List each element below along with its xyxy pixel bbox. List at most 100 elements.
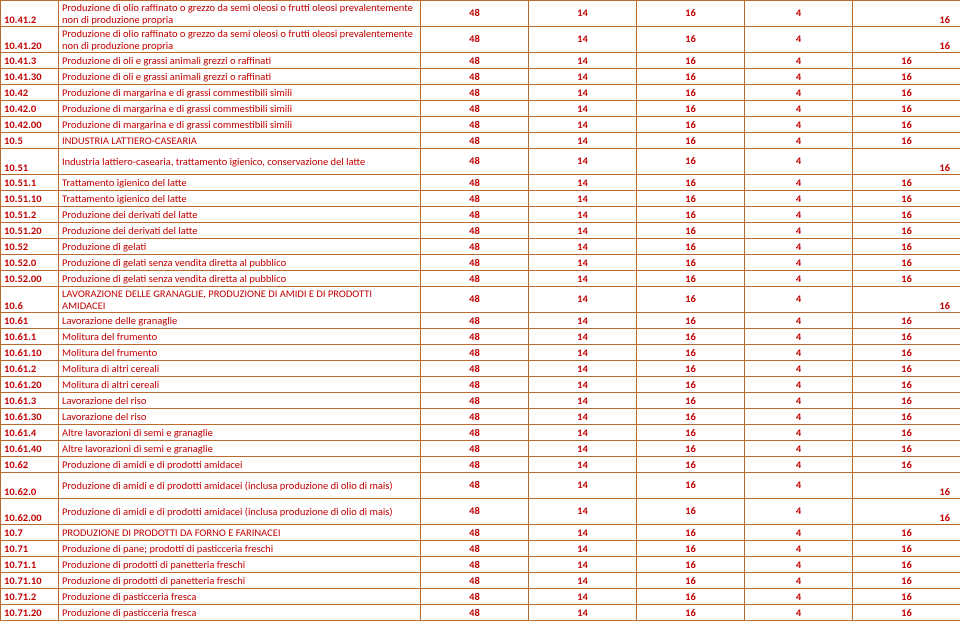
desc-cell: Produzione di pasticceria fresca <box>59 589 421 605</box>
desc-cell: Trattamento igienico del latte <box>59 175 421 191</box>
table-row: 10.52.0Produzione di gelati senza vendit… <box>1 255 960 271</box>
value-cell: 16 <box>637 345 745 361</box>
value-cell: 14 <box>529 101 637 117</box>
value-cell: 14 <box>529 441 637 457</box>
table-row: 10.61Lavorazione delle granaglie48141641… <box>1 313 960 329</box>
value-cell: 4 <box>745 541 853 557</box>
value-cell: 4 <box>745 377 853 393</box>
value-cell: 16 <box>853 223 960 239</box>
value-cell: 16 <box>853 175 960 191</box>
value-cell: 16 <box>853 53 960 69</box>
value-cell: 48 <box>421 207 529 223</box>
value-cell: 16 <box>853 589 960 605</box>
value-cell: 48 <box>421 287 529 313</box>
value-cell: 48 <box>421 255 529 271</box>
value-cell: 48 <box>421 457 529 473</box>
value-cell: 4 <box>745 255 853 271</box>
value-cell: 16 <box>853 409 960 425</box>
code-cell: 10.52.0 <box>1 255 59 271</box>
value-cell: 14 <box>529 589 637 605</box>
desc-cell: Produzione di gelati <box>59 239 421 255</box>
value-cell: 16 <box>637 573 745 589</box>
value-cell: 48 <box>421 1 529 27</box>
value-cell: 16 <box>853 425 960 441</box>
value-cell: 4 <box>745 589 853 605</box>
value-cell: 14 <box>529 287 637 313</box>
value-cell: 4 <box>745 101 853 117</box>
table-row: 10.71.20Produzione di pasticceria fresca… <box>1 605 960 621</box>
value-cell: 14 <box>529 117 637 133</box>
value-cell: 4 <box>745 313 853 329</box>
value-cell: 14 <box>529 239 637 255</box>
value-cell: 14 <box>529 345 637 361</box>
value-cell: 4 <box>745 287 853 313</box>
table-row: 10.62.00Produzione di amidi e di prodott… <box>1 499 960 525</box>
value-cell: 14 <box>529 207 637 223</box>
value-cell: 4 <box>745 27 853 53</box>
value-cell: 14 <box>529 541 637 557</box>
value-cell: 4 <box>745 557 853 573</box>
desc-cell: Molitura di altri cereali <box>59 361 421 377</box>
value-cell: 48 <box>421 149 529 175</box>
value-cell: 4 <box>745 175 853 191</box>
table-row: 10.51Industria lattiero-casearia, tratta… <box>1 149 960 175</box>
code-cell: 10.51.10 <box>1 191 59 207</box>
table-row: 10.61.3Lavorazione del riso481416416 <box>1 393 960 409</box>
code-cell: 10.41.30 <box>1 69 59 85</box>
desc-cell: Molitura del frumento <box>59 345 421 361</box>
table-row: 10.71.2Produzione di pasticceria fresca4… <box>1 589 960 605</box>
value-cell: 48 <box>421 223 529 239</box>
table-row: 10.62Produzione di amidi e di prodotti a… <box>1 457 960 473</box>
value-cell: 16 <box>637 473 745 499</box>
value-cell: 48 <box>421 573 529 589</box>
value-cell: 4 <box>745 525 853 541</box>
desc-cell: Altre lavorazioni di semi e granaglie <box>59 441 421 457</box>
code-cell: 10.71.10 <box>1 573 59 589</box>
value-cell: 16 <box>637 361 745 377</box>
value-cell: 4 <box>745 69 853 85</box>
table-row: 10.71.1Produzione di prodotti di panette… <box>1 557 960 573</box>
desc-cell: Produzione di gelati senza vendita diret… <box>59 271 421 287</box>
value-cell: 4 <box>745 117 853 133</box>
value-cell: 16 <box>637 425 745 441</box>
value-cell: 48 <box>421 329 529 345</box>
value-cell: 48 <box>421 605 529 621</box>
value-cell: 14 <box>529 425 637 441</box>
value-cell: 14 <box>529 223 637 239</box>
table-row: 10.61.30Lavorazione del riso481416416 <box>1 409 960 425</box>
value-cell: 16 <box>853 1 960 27</box>
value-cell: 16 <box>853 441 960 457</box>
value-cell: 14 <box>529 191 637 207</box>
value-cell: 16 <box>637 499 745 525</box>
value-cell: 4 <box>745 149 853 175</box>
value-cell: 4 <box>745 85 853 101</box>
value-cell: 16 <box>853 255 960 271</box>
value-cell: 14 <box>529 457 637 473</box>
table-row: 10.71Produzione di pane; prodotti di pas… <box>1 541 960 557</box>
desc-cell: Lavorazione del riso <box>59 393 421 409</box>
value-cell: 48 <box>421 377 529 393</box>
desc-cell: Produzione di amidi e di prodotti amidac… <box>59 473 421 499</box>
value-cell: 48 <box>421 117 529 133</box>
code-cell: 10.62 <box>1 457 59 473</box>
value-cell: 16 <box>637 27 745 53</box>
value-cell: 48 <box>421 133 529 149</box>
desc-cell: Trattamento igienico del latte <box>59 191 421 207</box>
code-cell: 10.61.20 <box>1 377 59 393</box>
value-cell: 48 <box>421 27 529 53</box>
table-row: 10.52.00Produzione di gelati senza vendi… <box>1 271 960 287</box>
desc-cell: PRODUZIONE DI PRODOTTI DA FORNO E FARINA… <box>59 525 421 541</box>
value-cell: 4 <box>745 361 853 377</box>
value-cell: 48 <box>421 361 529 377</box>
code-cell: 10.41.2 <box>1 1 59 27</box>
value-cell: 16 <box>637 271 745 287</box>
value-cell: 48 <box>421 101 529 117</box>
desc-cell: Lavorazione del riso <box>59 409 421 425</box>
table-row: 10.61.20Molitura di altri cereali4814164… <box>1 377 960 393</box>
desc-cell: Produzione di pasticceria fresca <box>59 605 421 621</box>
desc-cell: Produzione di amidi e di prodotti amidac… <box>59 457 421 473</box>
desc-cell: Molitura di altri cereali <box>59 377 421 393</box>
value-cell: 4 <box>745 441 853 457</box>
value-cell: 16 <box>637 175 745 191</box>
value-cell: 48 <box>421 473 529 499</box>
